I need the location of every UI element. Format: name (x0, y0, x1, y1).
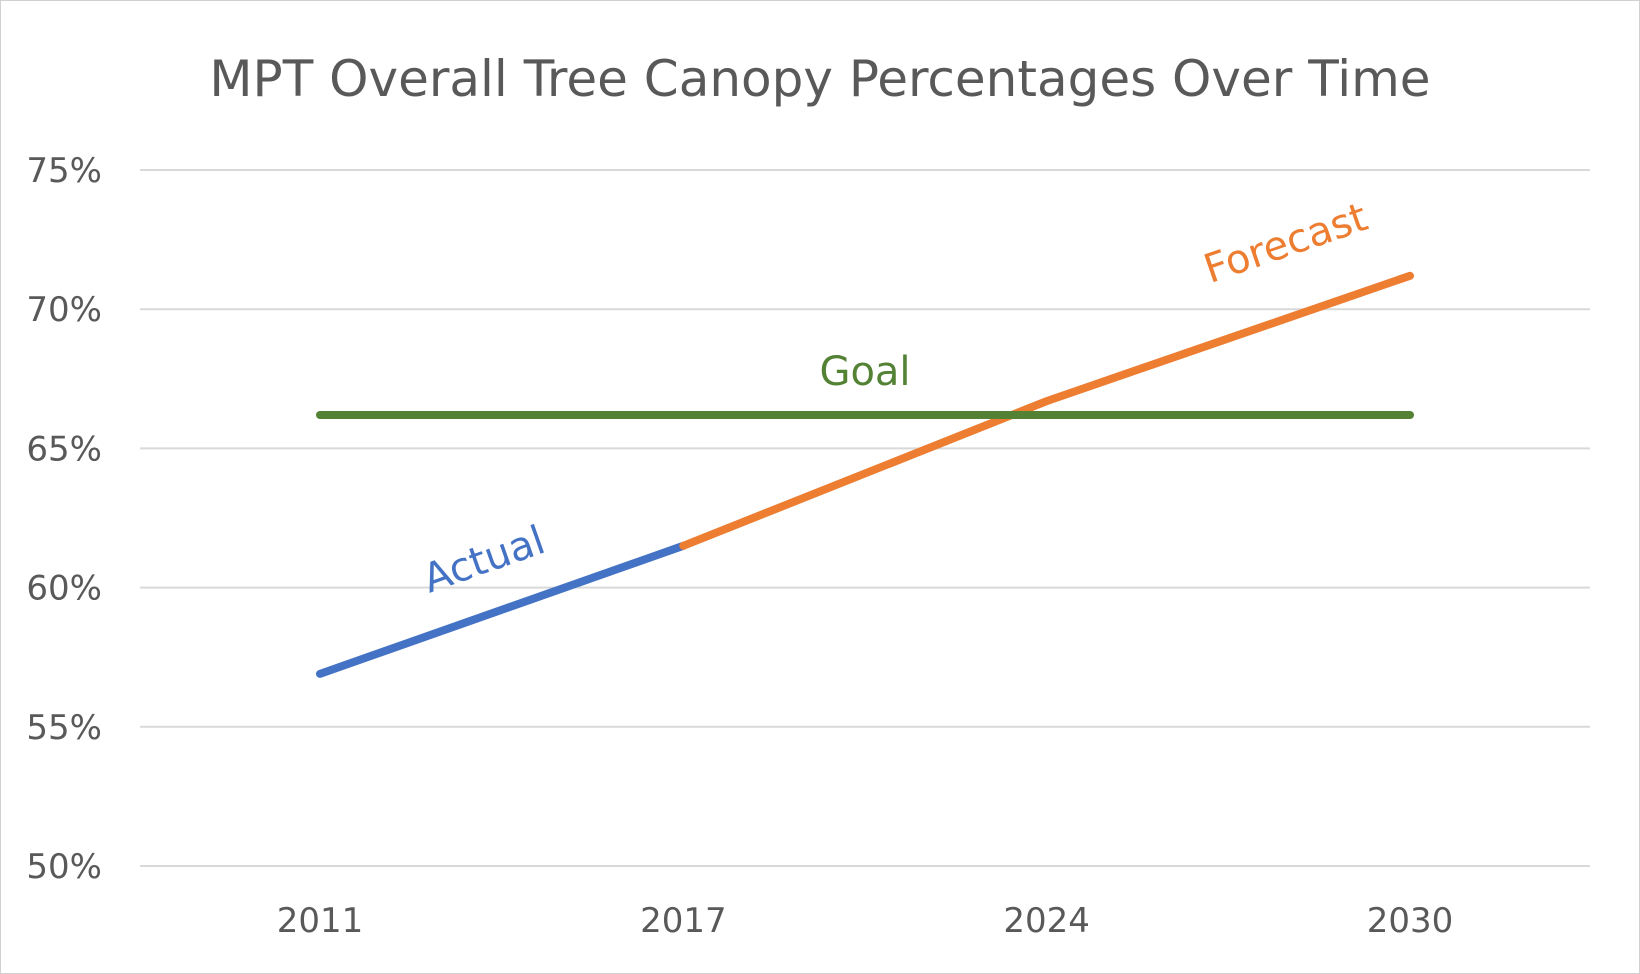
annotation-goal: Goal (819, 349, 910, 395)
y-tick-label: 55% (26, 708, 102, 748)
annotation-forecast: Forecast (1198, 194, 1373, 293)
y-tick-label: 70% (26, 290, 102, 330)
x-tick-label: 2017 (640, 901, 727, 941)
y-tick-label: 75% (26, 151, 102, 191)
x-tick-label: 2030 (1367, 901, 1454, 941)
chart-title: MPT Overall Tree Canopy Percentages Over… (209, 50, 1430, 108)
x-tick-label: 2024 (1003, 901, 1090, 941)
gridlines (140, 169, 1590, 867)
y-tick-label: 50% (26, 847, 102, 887)
series-line-actual (316, 541, 688, 678)
x-axis-tick-labels: 2011 2017 2024 2030 (277, 901, 1454, 941)
series-lines (316, 271, 1414, 678)
series-line-forecast (679, 271, 1414, 550)
y-tick-label: 65% (26, 429, 102, 469)
x-tick-label: 2011 (277, 901, 364, 941)
y-tick-label: 60% (26, 569, 102, 609)
annotation-actual: Actual (417, 517, 550, 602)
series-annotations: Actual Forecast Goal (417, 194, 1373, 602)
y-axis-tick-labels: 50% 55% 60% 65% 70% 75% (26, 151, 102, 887)
